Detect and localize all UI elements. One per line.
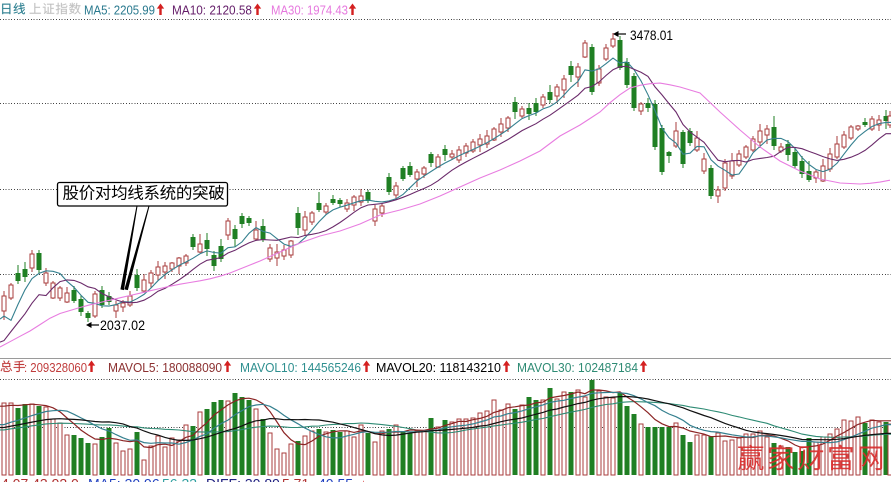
svg-text:MA5: 30.96: MA5: 30.96 bbox=[88, 476, 160, 483]
svg-text:MAVOL5: 180088090: MAVOL5: 180088090 bbox=[108, 360, 222, 375]
svg-text:↓: ↓ bbox=[360, 476, 367, 483]
svg-text:MAVOL30: 102487184: MAVOL30: 102487184 bbox=[517, 360, 638, 375]
svg-text:40.55: 40.55 bbox=[318, 476, 353, 483]
svg-text:2037.02: 2037.02 bbox=[100, 318, 145, 333]
svg-text:MAVOL10: 144565246: MAVOL10: 144565246 bbox=[240, 360, 361, 375]
svg-text:MAVOL20: 118143210: MAVOL20: 118143210 bbox=[376, 360, 501, 375]
svg-text:DIFF: 30.89: DIFF: 30.89 bbox=[206, 476, 280, 483]
svg-text:MA5: 2205.99: MA5: 2205.99 bbox=[84, 3, 155, 18]
svg-text:4.07 43.92 0: 4.07 43.92 0 bbox=[1, 476, 79, 483]
svg-text:56.33: 56.33 bbox=[162, 476, 197, 483]
svg-text:3478.01: 3478.01 bbox=[630, 28, 673, 43]
svg-text:MA10: 2120.58: MA10: 2120.58 bbox=[172, 3, 252, 18]
svg-text:MA30: 1974.43: MA30: 1974.43 bbox=[271, 3, 348, 18]
svg-text:5.71: 5.71 bbox=[282, 476, 309, 483]
svg-text:: 209328060: : 209328060 bbox=[24, 360, 87, 375]
